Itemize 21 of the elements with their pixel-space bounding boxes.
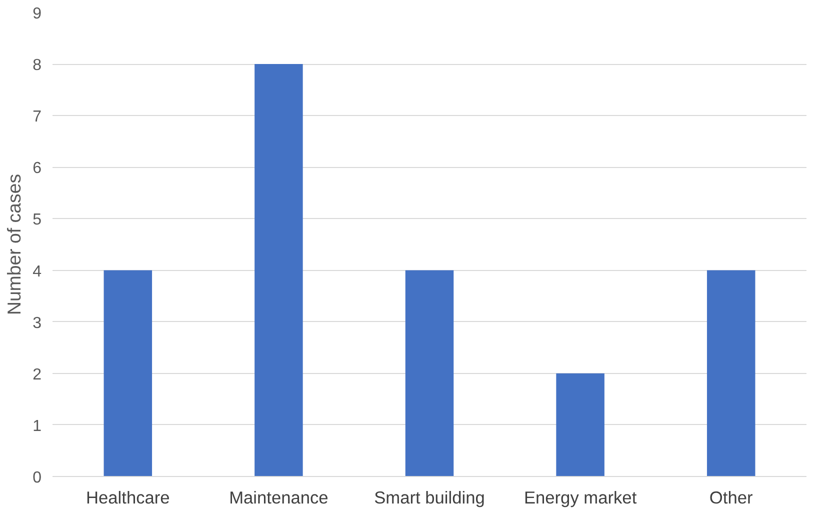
y-tick-label: 4 (32, 263, 42, 280)
bar (104, 270, 152, 476)
x-tick-label: Smart building (374, 488, 485, 508)
y-tick-label: 8 (32, 57, 42, 74)
bar (556, 373, 604, 476)
y-tick-label: 0 (32, 470, 42, 486)
bar (706, 270, 756, 476)
y-tick-label: 3 (32, 314, 42, 332)
y-tick-label: 9 (32, 6, 42, 22)
y-tick-label: 6 (32, 160, 42, 178)
x-tick-label: Healthcare (86, 488, 170, 508)
y-tick-label: 7 (32, 108, 42, 126)
y-axis-title: Number of cases (4, 174, 25, 316)
y-tick-label: 5 (32, 212, 42, 229)
x-tick-label: Energy market (524, 488, 637, 508)
bar (254, 64, 303, 476)
x-tick-label: Maintenance (229, 488, 328, 508)
y-tick-label: 1 (32, 418, 42, 435)
y-tick-label: 2 (32, 366, 42, 384)
bar (405, 270, 454, 476)
x-tick-label: Other (709, 488, 753, 508)
